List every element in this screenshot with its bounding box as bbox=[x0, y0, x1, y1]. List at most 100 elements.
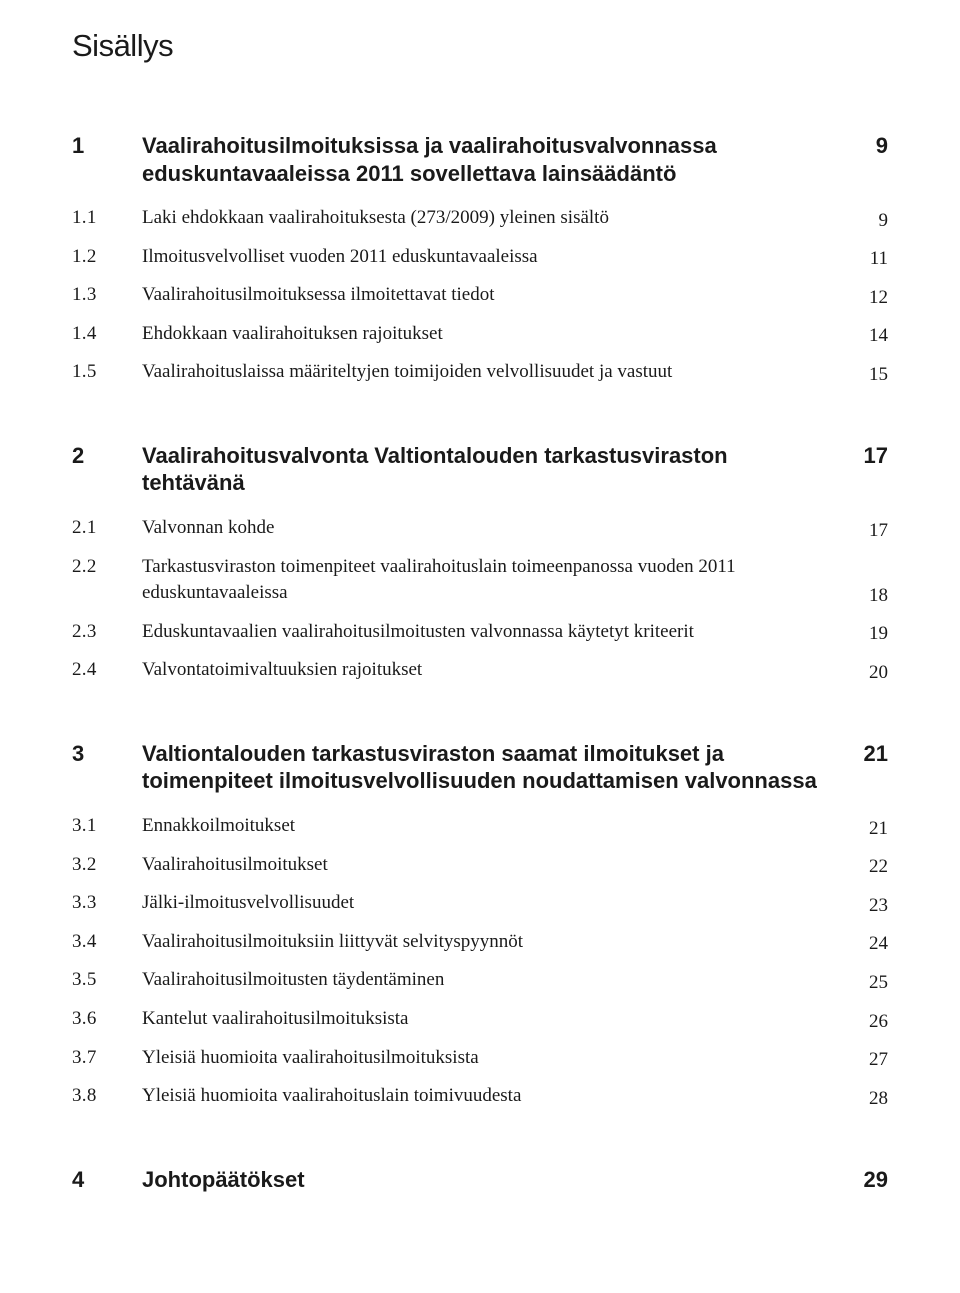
toc-sub-title: Vaalirahoitusilmoituksiin liittyvät selv… bbox=[142, 929, 523, 956]
toc-sub-num: 1.4 bbox=[72, 323, 142, 345]
toc-section-num: 2 bbox=[72, 443, 142, 469]
toc-sub-title-wrap: Vaalirahoitusilmoitukset22 bbox=[142, 852, 888, 879]
toc-section-page: 21 bbox=[852, 741, 888, 767]
toc-sub-title: Vaalirahoitusilmoitusten täydentäminen bbox=[142, 967, 444, 994]
toc-section-num: 4 bbox=[72, 1167, 142, 1193]
toc-sub-title: Yleisiä huomioita vaalirahoitusilmoituks… bbox=[142, 1045, 479, 1072]
toc-sub-num: 3.6 bbox=[72, 1008, 142, 1030]
toc-sub-item: 3.3Jälki-ilmoitusvelvollisuudet 23 bbox=[72, 890, 888, 917]
toc-sub-page: 27 bbox=[855, 1049, 888, 1071]
toc-sub-page: 14 bbox=[855, 325, 888, 347]
toc-section-page: 29 bbox=[852, 1167, 888, 1193]
toc-sub-item: 3.6Kantelut vaalirahoitusilmoituksista 26 bbox=[72, 1006, 888, 1033]
toc-sub-title-wrap: Vaalirahoitusilmoituksiin liittyvät selv… bbox=[142, 929, 888, 956]
toc-sub-title: Yleisiä huomioita vaalirahoituslain toim… bbox=[142, 1083, 521, 1110]
toc-sub-title: Ehdokkaan vaalirahoituksen rajoitukset bbox=[142, 321, 443, 348]
toc-sub-title-wrap: Yleisiä huomioita vaalirahoitusilmoituks… bbox=[142, 1045, 888, 1072]
toc-sub-num: 1.2 bbox=[72, 246, 142, 268]
toc-section-num: 3 bbox=[72, 741, 142, 767]
toc-sub-page: 20 bbox=[855, 662, 888, 684]
toc-sub-item: 1.2Ilmoitusvelvolliset vuoden 2011 edusk… bbox=[72, 244, 888, 271]
toc-sub-item: 2.1Valvonnan kohde 17 bbox=[72, 515, 888, 542]
toc-section-title-wrap: Johtopäätökset 29 bbox=[142, 1166, 888, 1194]
toc-sub-num: 3.4 bbox=[72, 931, 142, 953]
toc-sub-item: 2.2Tarkastusviraston toimenpiteet vaalir… bbox=[72, 554, 888, 607]
toc-sub-num: 1.5 bbox=[72, 361, 142, 383]
toc-sub-title: Valvontatoimivaltuuksien rajoitukset bbox=[142, 657, 422, 684]
toc-sub-num: 3.8 bbox=[72, 1085, 142, 1107]
toc-sub-title-wrap: Vaalirahoitusilmoitusten täydentäminen 25 bbox=[142, 967, 888, 994]
toc-section-title-wrap: Valtiontalouden tarkastusviraston saamat… bbox=[142, 740, 888, 795]
toc-sub-item: 3.1Ennakkoilmoitukset 21 bbox=[72, 813, 888, 840]
toc-section-title: Valtiontalouden tarkastusviraston saamat… bbox=[142, 740, 832, 795]
toc-sub-block: 2.1Valvonnan kohde 17 2.2Tarkastusviraston… bbox=[72, 515, 888, 684]
toc-sub-item: 2.4Valvontatoimivaltuuksien rajoitukset 2… bbox=[72, 657, 888, 684]
toc-section-num: 1 bbox=[72, 133, 142, 159]
toc-sub-num: 3.7 bbox=[72, 1047, 142, 1069]
toc-sub-item: 1.4Ehdokkaan vaalirahoituksen rajoitukse… bbox=[72, 321, 888, 348]
toc-sub-item: 1.5Vaalirahoituslaissa määriteltyjen toi… bbox=[72, 359, 888, 386]
toc-sub-title-wrap: Tarkastusviraston toimenpiteet vaaliraho… bbox=[142, 554, 888, 607]
toc-sub-title-wrap: Ilmoitusvelvolliset vuoden 2011 eduskunt… bbox=[142, 244, 888, 271]
toc-sub-item: 3.8Yleisiä huomioita vaalirahoituslain t… bbox=[72, 1083, 888, 1110]
toc-sub-page: 24 bbox=[855, 933, 888, 955]
toc-sub-num: 1.1 bbox=[72, 207, 142, 229]
toc-sub-num: 3.3 bbox=[72, 892, 142, 914]
toc-sub-title-wrap: Jälki-ilmoitusvelvollisuudet 23 bbox=[142, 890, 888, 917]
toc-sub-title-wrap: Valvonnan kohde 17 bbox=[142, 515, 888, 542]
toc-sub-title-wrap: Yleisiä huomioita vaalirahoituslain toim… bbox=[142, 1083, 888, 1110]
toc-sub-num: 2.3 bbox=[72, 621, 142, 643]
toc-sub-page: 22 bbox=[855, 856, 888, 878]
toc-sub-title: Ennakkoilmoitukset bbox=[142, 813, 295, 840]
toc-sub-item: 3.7Yleisiä huomioita vaalirahoitusilmoit… bbox=[72, 1045, 888, 1072]
toc-section-title-wrap: Vaalirahoitusilmoituksissa ja vaalirahoi… bbox=[142, 132, 888, 187]
toc-sub-item: 3.4Vaalirahoitusilmoituksiin liittyvät s… bbox=[72, 929, 888, 956]
toc-sub-page: 19 bbox=[855, 623, 888, 645]
toc-sub-title: Vaalirahoituslaissa määriteltyjen toimij… bbox=[142, 359, 672, 386]
toc-sub-title: Ilmoitusvelvolliset vuoden 2011 eduskunt… bbox=[142, 244, 538, 271]
toc-sub-title: Vaalirahoitusilmoituksessa ilmoitettavat… bbox=[142, 282, 495, 309]
toc-sub-title-wrap: Vaalirahoitusilmoituksessa ilmoitettavat… bbox=[142, 282, 888, 309]
toc-sub-num: 2.1 bbox=[72, 517, 142, 539]
toc-sub-page: 18 bbox=[855, 585, 888, 607]
toc-sub-item: 2.3Eduskuntavaalien vaalirahoitusilmoitu… bbox=[72, 619, 888, 646]
toc-sub-item: 3.5Vaalirahoitusilmoitusten täydentämine… bbox=[72, 967, 888, 994]
toc-section-title: Johtopäätökset bbox=[142, 1166, 305, 1194]
toc-section: 3Valtiontalouden tarkastusviraston saama… bbox=[72, 740, 888, 795]
toc-sub-block: 1.1Laki ehdokkaan vaalirahoituksesta (27… bbox=[72, 205, 888, 386]
toc-sub-page: 21 bbox=[855, 818, 888, 840]
toc-section: 2Vaalirahoitusvalvonta Valtiontalouden t… bbox=[72, 442, 888, 497]
toc-sub-num: 3.1 bbox=[72, 815, 142, 837]
toc-sub-page: 15 bbox=[855, 364, 888, 386]
toc-sub-title: Kantelut vaalirahoitusilmoituksista bbox=[142, 1006, 408, 1033]
toc-sub-item: 1.1Laki ehdokkaan vaalirahoituksesta (27… bbox=[72, 205, 888, 232]
toc-section-title: Vaalirahoitusvalvonta Valtiontalouden ta… bbox=[142, 442, 832, 497]
toc-sub-num: 3.2 bbox=[72, 854, 142, 876]
toc-sub-page: 9 bbox=[865, 210, 889, 232]
toc-sub-title: Valvonnan kohde bbox=[142, 515, 274, 542]
toc-section: 1Vaalirahoitusilmoituksissa ja vaaliraho… bbox=[72, 132, 888, 187]
toc-sub-page: 28 bbox=[855, 1088, 888, 1110]
toc-sub-page: 11 bbox=[856, 248, 888, 270]
toc-sub-title: Eduskuntavaalien vaalirahoitusilmoituste… bbox=[142, 619, 694, 646]
toc-section: 4Johtopäätökset 29 bbox=[72, 1166, 888, 1194]
toc-sub-page: 12 bbox=[855, 287, 888, 309]
toc-sub-page: 17 bbox=[855, 520, 888, 542]
toc-section-title-wrap: Vaalirahoitusvalvonta Valtiontalouden ta… bbox=[142, 442, 888, 497]
toc-sub-item: 1.3Vaalirahoitusilmoituksessa ilmoitetta… bbox=[72, 282, 888, 309]
toc-sub-title-wrap: Kantelut vaalirahoitusilmoituksista 26 bbox=[142, 1006, 888, 1033]
toc-sub-num: 2.4 bbox=[72, 659, 142, 681]
toc-sub-title-wrap: Vaalirahoituslaissa määriteltyjen toimij… bbox=[142, 359, 888, 386]
toc-sub-block: 3.1Ennakkoilmoitukset213.2Vaalirahoitusi… bbox=[72, 813, 888, 1110]
toc-section-title: Vaalirahoitusilmoituksissa ja vaalirahoi… bbox=[142, 132, 832, 187]
toc-sub-title: Jälki-ilmoitusvelvollisuudet bbox=[142, 890, 354, 917]
document-page: Sisällys 1Vaalirahoitusilmoituksissa ja … bbox=[0, 0, 960, 1293]
toc-sub-title: Tarkastusviraston toimenpiteet vaaliraho… bbox=[142, 554, 822, 607]
page-title: Sisällys bbox=[72, 28, 888, 64]
toc-sub-num: 2.2 bbox=[72, 556, 142, 578]
toc-sub-page: 26 bbox=[855, 1011, 888, 1033]
toc-sub-page: 23 bbox=[855, 895, 888, 917]
toc-section-page: 9 bbox=[864, 133, 888, 159]
toc-sub-title-wrap: Ennakkoilmoitukset 21 bbox=[142, 813, 888, 840]
toc-sub-page: 25 bbox=[855, 972, 888, 994]
